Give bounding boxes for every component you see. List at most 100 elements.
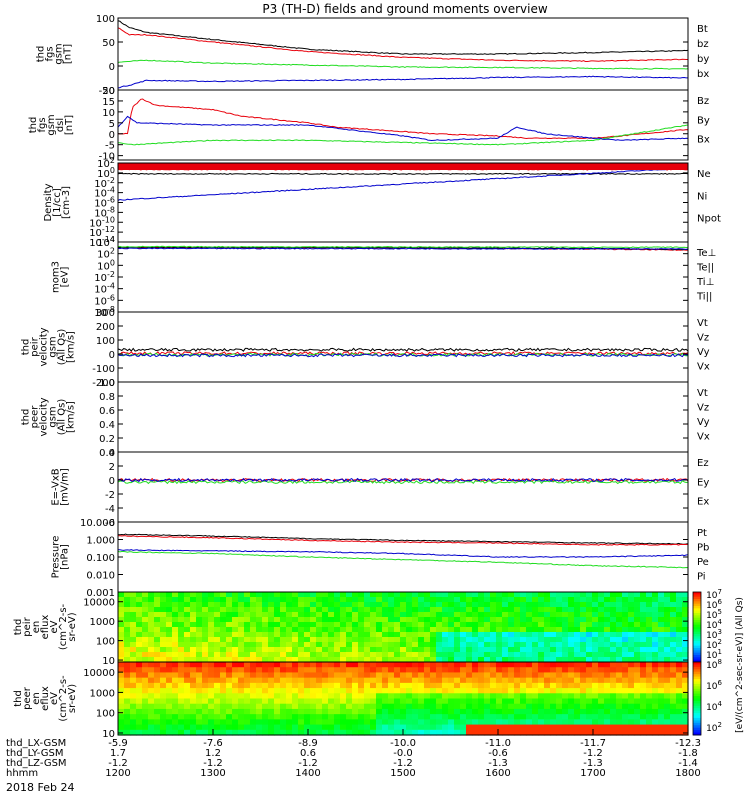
spectrogram-cell <box>496 698 503 705</box>
spectrogram-cell <box>502 672 509 679</box>
spectrogram-cell <box>466 724 473 731</box>
spectrogram-cell <box>322 677 329 684</box>
spectrogram-cell <box>550 647 557 653</box>
spectrogram-cell <box>172 607 179 613</box>
spectrogram-cell <box>430 627 437 633</box>
spectrogram-cell <box>226 677 233 684</box>
spectrogram-cell <box>268 719 275 726</box>
spectrogram-cell <box>166 632 173 638</box>
tick-label: 0.010 <box>86 571 115 582</box>
spectrogram-cell <box>364 642 371 648</box>
spectrogram-cell <box>352 729 359 736</box>
spectrogram-cell <box>466 667 473 674</box>
spectrogram-cell <box>628 698 635 705</box>
spectrogram-cell <box>292 703 299 710</box>
tick-label: 0.0 <box>99 448 115 459</box>
spectrogram-cell <box>154 642 161 648</box>
spectrogram-cell <box>136 672 143 679</box>
spectrogram-cell <box>154 667 161 674</box>
spectrogram-cell <box>574 652 581 658</box>
spectrogram-cell <box>244 729 251 736</box>
spectrogram-cell <box>394 592 401 598</box>
spectrogram-cell <box>430 662 437 668</box>
spectrogram-cell <box>118 597 125 603</box>
spectrogram-cell <box>142 667 149 674</box>
spectrogram-cell <box>652 632 659 638</box>
spectrogram-cell <box>118 708 125 715</box>
spectrogram-cell <box>136 637 143 643</box>
spectrogram-cell <box>160 729 167 736</box>
spectrogram-cell <box>220 617 227 623</box>
spectrogram-cell <box>484 677 491 684</box>
spectrogram-cell <box>202 642 209 648</box>
spectrogram-cell <box>556 647 563 653</box>
spectrogram-cell <box>670 642 677 648</box>
spectrogram-cell <box>580 682 587 689</box>
spectrogram-cell <box>442 662 449 668</box>
spectrogram-cell <box>508 652 515 658</box>
spectrogram-cell <box>562 677 569 684</box>
spectrogram-cell <box>394 632 401 638</box>
spectrogram-cell <box>160 612 167 618</box>
spectrogram-cell <box>286 729 293 736</box>
spectrogram-cell <box>598 708 605 715</box>
spectrogram-cell <box>358 617 365 623</box>
spectrogram-cell <box>430 682 437 689</box>
spectrogram-cell <box>562 703 569 710</box>
spectrogram-cell <box>232 719 239 726</box>
colorbar-cell <box>693 613 701 616</box>
spectrogram-cell <box>190 693 197 700</box>
spectrogram-cell <box>256 657 263 663</box>
spectrogram-cell <box>544 719 551 726</box>
spectrogram-cell <box>364 597 371 603</box>
spectrogram-cell <box>406 662 413 668</box>
spectrogram-cell <box>352 708 359 715</box>
spectrogram-cell <box>136 652 143 658</box>
spectrogram-cell <box>286 637 293 643</box>
spectrogram-cell <box>418 637 425 643</box>
spectrogram-cell <box>418 729 425 736</box>
series-line-Vt <box>117 347 689 352</box>
colorbar-cell <box>693 638 701 642</box>
spectrogram-cell <box>298 622 305 628</box>
spectrogram-cell <box>166 637 173 643</box>
spectrogram-cell <box>676 714 683 720</box>
spectrogram-cell <box>502 607 509 613</box>
spectrogram-cell <box>382 592 389 598</box>
spectrogram-cell <box>460 632 467 638</box>
spectrogram-cell <box>364 698 371 705</box>
spectrogram-cell <box>586 602 593 608</box>
spectrogram-cell <box>388 612 395 618</box>
spectrogram-cell <box>220 672 227 679</box>
spectrogram-cell <box>346 677 353 684</box>
spectrogram-cell <box>238 677 245 684</box>
spectrogram-cell <box>484 657 491 663</box>
spectrogram-cell <box>676 708 683 715</box>
spectrogram-cell <box>334 714 341 720</box>
spectrogram-cell <box>490 647 497 653</box>
spectrogram-cell <box>274 597 281 603</box>
spectrogram-cell <box>208 627 215 633</box>
spectrogram-cell <box>382 682 389 689</box>
spectrogram-cell <box>154 698 161 705</box>
spectrogram-cell <box>472 622 479 628</box>
spectrogram-cell <box>178 729 185 736</box>
spectrogram-cell <box>292 662 299 668</box>
spectrogram-cell <box>478 642 485 648</box>
spectrogram-cell <box>622 592 629 598</box>
spectrogram-cell <box>634 719 641 726</box>
spectrogram-cell <box>142 688 149 694</box>
series-line-Pt <box>117 533 689 545</box>
spectrogram-cell <box>430 698 437 705</box>
spectrogram-cell <box>370 677 377 684</box>
spectrogram-cell <box>406 672 413 679</box>
spectrogram-cell <box>556 662 563 668</box>
spectrogram-cell <box>604 698 611 705</box>
spectrogram-cell <box>670 693 677 700</box>
spectrogram-cell <box>478 667 485 674</box>
y-axis-label: thdpeirvelocitygsm(All Qs)[km/s] <box>21 327 77 366</box>
spectrogram-cell <box>472 688 479 694</box>
spectrogram-cell <box>298 657 305 663</box>
spectrogram-cell <box>502 592 509 598</box>
spectrogram-cell <box>334 607 341 613</box>
